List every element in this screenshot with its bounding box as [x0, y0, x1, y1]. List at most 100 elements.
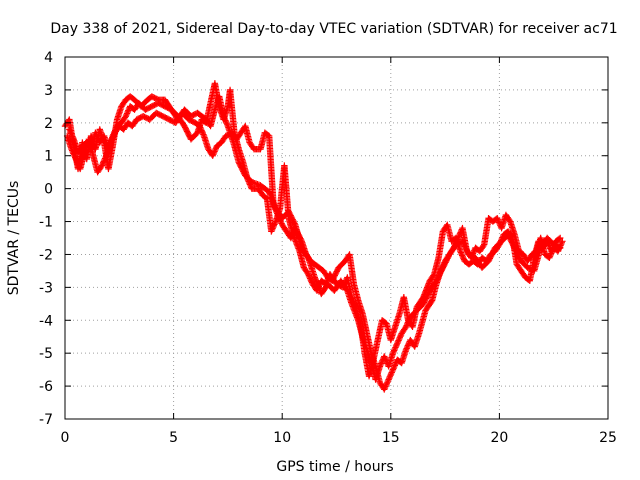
plot-frame [64, 56, 609, 420]
data-point [100, 158, 107, 165]
data-point [73, 157, 80, 164]
data-point [390, 348, 397, 355]
data-point [480, 242, 487, 250]
data-point [377, 361, 384, 369]
data-point [209, 152, 216, 159]
data-point [112, 125, 120, 133]
data-point [224, 121, 231, 128]
data-point [389, 349, 397, 357]
data-point [456, 231, 463, 239]
data-point [402, 323, 410, 331]
data-point [391, 363, 398, 371]
x-tick-label: 20 [490, 430, 508, 446]
data-point [124, 108, 131, 116]
data-point [391, 347, 398, 354]
data-point [547, 251, 554, 259]
data-point [404, 319, 412, 326]
data-point [211, 146, 219, 154]
data-point [287, 234, 295, 242]
data-point [403, 345, 410, 352]
data-point [210, 149, 218, 157]
data-point [396, 334, 403, 341]
data-point [69, 134, 77, 142]
data-point [305, 271, 312, 278]
data-point [268, 226, 276, 234]
data-point [212, 145, 219, 152]
data-point [384, 379, 391, 386]
data-point [405, 316, 413, 324]
data-point [68, 131, 76, 139]
data-point [460, 255, 467, 262]
data-point [385, 376, 392, 383]
data-point [457, 249, 465, 256]
data-point [430, 272, 437, 279]
data-point [271, 221, 278, 228]
data-point [392, 360, 399, 368]
data-point [459, 253, 466, 261]
data-point [405, 318, 412, 325]
data-point [196, 122, 203, 130]
y-axis-label: SDTVAR / TECUs [6, 181, 22, 296]
data-point [93, 132, 100, 139]
data-point [548, 248, 556, 256]
data-point [458, 250, 465, 258]
data-point [70, 150, 77, 157]
data-point [66, 127, 74, 135]
data-point [222, 117, 229, 124]
data-point [110, 131, 117, 138]
data-point [382, 383, 389, 390]
data-point [394, 340, 401, 347]
y-tick-label: 3 [44, 83, 53, 99]
data-point [98, 162, 106, 169]
data-point [494, 216, 502, 223]
data-point [305, 272, 313, 279]
data-point [384, 377, 392, 385]
data-point [304, 253, 311, 260]
data-point [392, 344, 399, 351]
data-point [404, 342, 412, 349]
data-points [61, 80, 566, 393]
y-tick-label: -2 [39, 247, 53, 263]
data-point [199, 129, 206, 137]
y-tick-label: -3 [39, 280, 53, 296]
data-point [109, 132, 116, 140]
data-point [387, 370, 395, 378]
data-point [382, 381, 390, 389]
data-point [69, 133, 76, 140]
data-point [386, 373, 394, 380]
data-point [546, 253, 554, 260]
data-point [223, 120, 230, 127]
y-tick-label: 0 [44, 182, 53, 198]
y-tick-label: 4 [44, 50, 53, 66]
data-point [269, 225, 276, 232]
data-point [394, 338, 402, 346]
data-point [555, 235, 563, 243]
chart-title: Day 338 of 2021, Sidereal Day-to-day VTE… [50, 21, 617, 37]
data-point [70, 151, 78, 158]
x-tick-label: 15 [382, 430, 400, 446]
data-point [395, 337, 402, 344]
data-point [92, 129, 99, 136]
data-point [404, 320, 411, 328]
data-point [557, 234, 564, 242]
data-point [391, 362, 399, 369]
x-tick-label: 10 [273, 430, 291, 446]
data-point [94, 133, 101, 141]
y-tick-label: 2 [44, 116, 53, 132]
data-point [222, 118, 230, 126]
data-point [457, 247, 464, 255]
data-point [72, 154, 79, 161]
data-point [506, 217, 513, 224]
data-point [268, 228, 275, 235]
data-point [220, 113, 227, 120]
x-tick-label: 0 [61, 430, 70, 446]
data-point [200, 131, 207, 138]
data-point [390, 365, 397, 372]
data-point [555, 244, 563, 251]
data-point [112, 127, 119, 134]
data-point [123, 110, 131, 117]
data-point [71, 152, 78, 160]
data-point [67, 129, 74, 136]
data-point [377, 360, 385, 367]
